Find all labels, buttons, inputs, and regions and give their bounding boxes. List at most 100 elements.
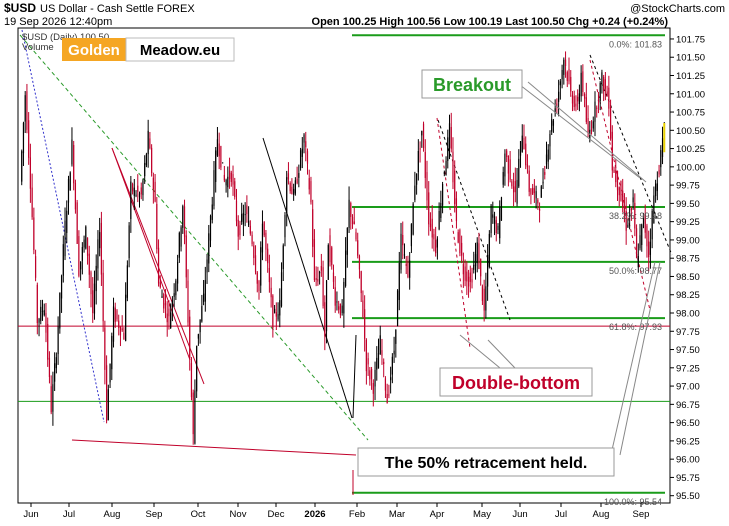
candle-body [402,234,404,246]
candle-body [34,256,37,278]
candle-body [228,170,231,180]
candle-body [135,194,137,196]
candle-body [504,153,506,177]
candle-body [660,150,662,168]
x-tick-label: Sep [633,509,650,520]
candle-body [393,350,395,355]
candle-body [429,223,432,228]
candle-body [587,118,589,134]
y-tick-label: 95.50 [676,491,700,502]
candle-body [215,150,217,182]
candle-body [43,310,45,316]
candle-body [355,232,357,240]
candle-body [50,386,52,413]
candle-body [118,320,120,328]
candle-body [171,300,174,308]
candle-body [416,173,418,185]
candle-body [566,72,568,81]
candle-body [623,207,626,215]
candle-body [582,71,584,93]
candle-body [564,59,567,67]
candle-body [414,185,416,201]
candle-body [182,206,184,228]
candle-body [620,181,622,201]
y-tick-label: 98.25 [676,290,700,301]
y-tick-label: 95.75 [676,473,700,484]
candle-body [249,225,251,234]
candle-body [490,205,492,234]
candle-body [253,245,255,259]
candle-body [336,301,338,303]
candle-body [189,316,191,358]
x-tick-label: Apr [430,509,445,520]
candle-body [273,308,276,313]
candle-body [299,150,302,168]
y-tick-label: 96.00 [676,455,700,466]
candle-body [552,120,555,126]
y-tick-label: 96.75 [676,400,700,411]
candle-body [121,328,123,331]
candle-body [100,222,102,275]
candle-body [641,224,643,246]
candle-body [585,97,587,122]
y-tick-label: 97.50 [676,345,700,356]
candle-body [180,227,182,247]
candle-body [538,208,541,211]
candle-body [111,336,113,370]
candle-body [206,259,208,273]
candle-body [481,286,484,302]
candle-body [396,290,399,327]
candle-body [428,192,430,225]
candle-body [144,162,146,177]
candle-body [88,253,90,275]
candle-body [651,210,653,240]
double-bottom-text: Double-bottom [452,373,580,393]
legend-volume: Volume [22,42,54,53]
candle-body [341,305,343,314]
y-axis-ticks: 95.50 95.75 96.00 96.25 96.50 96.75 97.00 97.25… [670,34,705,502]
candle-body [211,204,213,220]
candle-body [509,159,511,180]
candle-body [461,242,463,256]
candle-body [537,199,539,204]
candle-body [116,310,118,320]
candle-body [431,218,433,238]
candle-body [225,180,227,186]
candle-body [76,202,78,244]
candle-body [561,69,563,80]
candle-body [41,310,44,312]
candle-body [519,141,522,156]
candle-body [284,215,286,238]
candle-body [237,219,239,237]
candle-body [556,103,558,107]
breakout-annotation: Breakout [421,69,647,183]
candle-body [40,306,42,321]
candle-body [125,294,127,341]
candle-body [580,72,582,97]
candle-body [175,280,177,296]
x-tick-label: Jun [23,509,38,520]
logo-left-text: Golden [68,42,120,59]
candle-body [493,216,496,224]
candle-body [599,82,601,101]
candle-body [209,215,212,241]
fib-label: 38.2%: 99.48 [609,211,662,221]
candle-body [388,394,390,396]
candle-body [334,287,336,306]
candle-body [398,262,400,301]
candle-body [196,345,198,392]
candle-body [533,188,535,194]
candle-body [618,187,620,196]
y-tick-label: 98.50 [676,272,700,283]
trend-line [352,334,357,419]
candle-body [137,185,139,192]
candle-body [474,254,477,267]
logo-right-text: Meadow.eu [140,42,220,59]
candle-body [424,152,426,178]
y-tick-label: 97.25 [676,363,700,374]
candle-body [658,169,660,175]
candle-body [275,312,277,317]
candle-body [551,119,553,132]
candle-body [26,91,28,130]
candle-body [36,284,38,324]
